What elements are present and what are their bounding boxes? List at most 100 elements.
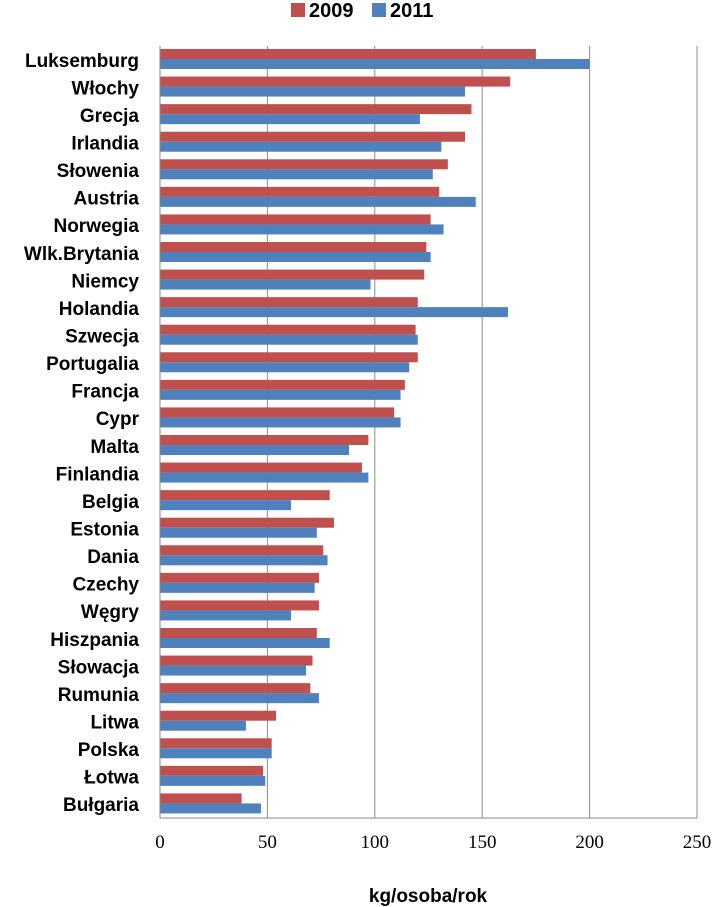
category-label-norwegia: Norwegia bbox=[53, 216, 139, 237]
x-tick-label-200: 200 bbox=[575, 832, 604, 853]
bar--otwa-2009 bbox=[160, 765, 264, 776]
category-label-hiszpania: Hiszpania bbox=[50, 630, 139, 651]
legend: 2009 2011 bbox=[291, 0, 433, 22]
category-label-szwecja: Szwecja bbox=[65, 327, 139, 348]
category-label-czechy: Czechy bbox=[72, 575, 139, 596]
bar-hiszpania-2011 bbox=[160, 638, 330, 648]
bar-grecja-2011 bbox=[160, 114, 420, 125]
bars bbox=[160, 49, 590, 814]
bar-austria-2011 bbox=[160, 196, 476, 207]
bar-cypr-2011 bbox=[160, 417, 401, 428]
bar-malta-2011 bbox=[160, 445, 350, 455]
category-label-bu-garia: Bułgaria bbox=[63, 795, 139, 816]
bar-belgia-2011 bbox=[160, 500, 292, 511]
bar-malta-2009 bbox=[160, 435, 369, 445]
x-tick-labels: 0 50 100 150 200 250 bbox=[155, 832, 711, 853]
category-label-dania: Dania bbox=[87, 547, 139, 568]
category-labels: Luksemburg Włochy Grecja Irlandia Słowenia Au… bbox=[24, 51, 140, 816]
bar-finlandia-2009 bbox=[160, 462, 362, 473]
bar-litwa-2011 bbox=[160, 720, 246, 731]
bar-norwegia-2009 bbox=[160, 214, 431, 225]
category-label-w-gry: Węgry bbox=[81, 602, 140, 623]
bar-francja-2009 bbox=[160, 379, 405, 390]
bar-s-owenia-2011 bbox=[160, 169, 433, 180]
category-label-finlandia: Finlandia bbox=[56, 464, 140, 485]
category-label-s-owacja: Słowacja bbox=[58, 657, 140, 678]
axes bbox=[159, 46, 697, 819]
bar-luksemburg-2009 bbox=[160, 49, 536, 59]
bar-litwa-2009 bbox=[160, 710, 276, 721]
bar-wlk-brytania-2009 bbox=[160, 242, 427, 252]
bar-austria-2009 bbox=[160, 186, 440, 197]
bar-francja-2011 bbox=[160, 389, 401, 400]
bar-grecja-2009 bbox=[160, 104, 472, 115]
x-tick-label-100: 100 bbox=[361, 832, 390, 853]
bar-w-gry-2011 bbox=[160, 610, 292, 621]
category-label-polska: Polska bbox=[78, 740, 140, 761]
category-label-belgia: Belgia bbox=[82, 492, 139, 513]
category-label-niemcy: Niemcy bbox=[71, 271, 139, 292]
legend-label-2009: 2009 bbox=[309, 0, 354, 22]
category-label-litwa: Litwa bbox=[90, 713, 139, 734]
legend-swatch-2011 bbox=[372, 3, 386, 17]
bar-holandia-2011 bbox=[160, 307, 508, 318]
bar-irlandia-2009 bbox=[160, 131, 466, 142]
bar-irlandia-2011 bbox=[160, 141, 442, 152]
category-label-s-owenia: Słowenia bbox=[57, 161, 140, 182]
category-label-cypr: Cypr bbox=[96, 409, 140, 430]
bar-finlandia-2011 bbox=[160, 472, 369, 483]
x-axis-title: kg/osoba/rok bbox=[369, 886, 488, 907]
bar-w-gry-2009 bbox=[160, 600, 319, 611]
bar-wlk-brytania-2011 bbox=[160, 252, 431, 262]
bar-portugalia-2009 bbox=[160, 352, 418, 363]
category-label-austria: Austria bbox=[74, 189, 140, 210]
category-label-portugalia: Portugalia bbox=[46, 354, 139, 375]
bar-holandia-2009 bbox=[160, 297, 418, 308]
bar-dania-2011 bbox=[160, 555, 328, 566]
category-label-estonia: Estonia bbox=[70, 520, 139, 541]
bar-s-owenia-2009 bbox=[160, 159, 448, 170]
bar-bu-garia-2011 bbox=[160, 803, 261, 814]
category-label-irlandia: Irlandia bbox=[71, 134, 139, 155]
category-label-luksemburg: Luksemburg bbox=[25, 51, 139, 72]
bar-czechy-2009 bbox=[160, 572, 319, 583]
category-label-francja: Francja bbox=[71, 382, 139, 403]
category-label-wlk-brytania: Wlk.Brytania bbox=[24, 244, 140, 265]
x-tick-label-0: 0 bbox=[155, 832, 165, 853]
x-tick-label-150: 150 bbox=[468, 832, 497, 853]
x-tick-label-250: 250 bbox=[683, 832, 712, 853]
bar-s-owacja-2009 bbox=[160, 655, 313, 666]
legend-swatch-2009 bbox=[291, 3, 305, 17]
bar-dania-2009 bbox=[160, 545, 324, 556]
bar-s-owacja-2011 bbox=[160, 665, 307, 676]
bar-estonia-2011 bbox=[160, 527, 317, 538]
bar-czechy-2011 bbox=[160, 582, 315, 593]
bar-estonia-2009 bbox=[160, 517, 334, 528]
bar-niemcy-2009 bbox=[160, 269, 425, 280]
bar-bu-garia-2009 bbox=[160, 793, 242, 804]
legend-label-2011: 2011 bbox=[390, 0, 433, 22]
bar-w-ochy-2009 bbox=[160, 76, 511, 87]
category-label-rumunia: Rumunia bbox=[58, 685, 140, 706]
bar-belgia-2009 bbox=[160, 490, 330, 501]
bar-cypr-2009 bbox=[160, 407, 395, 418]
bar-rumunia-2011 bbox=[160, 693, 319, 704]
category-label--otwa: Łotwa bbox=[84, 768, 139, 789]
bar-polska-2011 bbox=[160, 748, 272, 759]
category-label-holandia: Holandia bbox=[59, 299, 140, 320]
category-label-grecja: Grecja bbox=[80, 106, 140, 127]
bar-w-ochy-2011 bbox=[160, 86, 466, 97]
bar-hiszpania-2009 bbox=[160, 628, 317, 638]
bar-niemcy-2011 bbox=[160, 279, 371, 290]
bar-norwegia-2011 bbox=[160, 224, 444, 235]
category-label-w-ochy: Włochy bbox=[71, 78, 139, 99]
bar--otwa-2011 bbox=[160, 775, 266, 786]
category-label-malta: Malta bbox=[90, 437, 139, 458]
bar-szwecja-2011 bbox=[160, 334, 418, 345]
bar-rumunia-2009 bbox=[160, 683, 311, 694]
bar-szwecja-2009 bbox=[160, 324, 416, 335]
bar-polska-2009 bbox=[160, 738, 272, 749]
bar-portugalia-2011 bbox=[160, 362, 410, 373]
bar-luksemburg-2011 bbox=[160, 59, 590, 69]
